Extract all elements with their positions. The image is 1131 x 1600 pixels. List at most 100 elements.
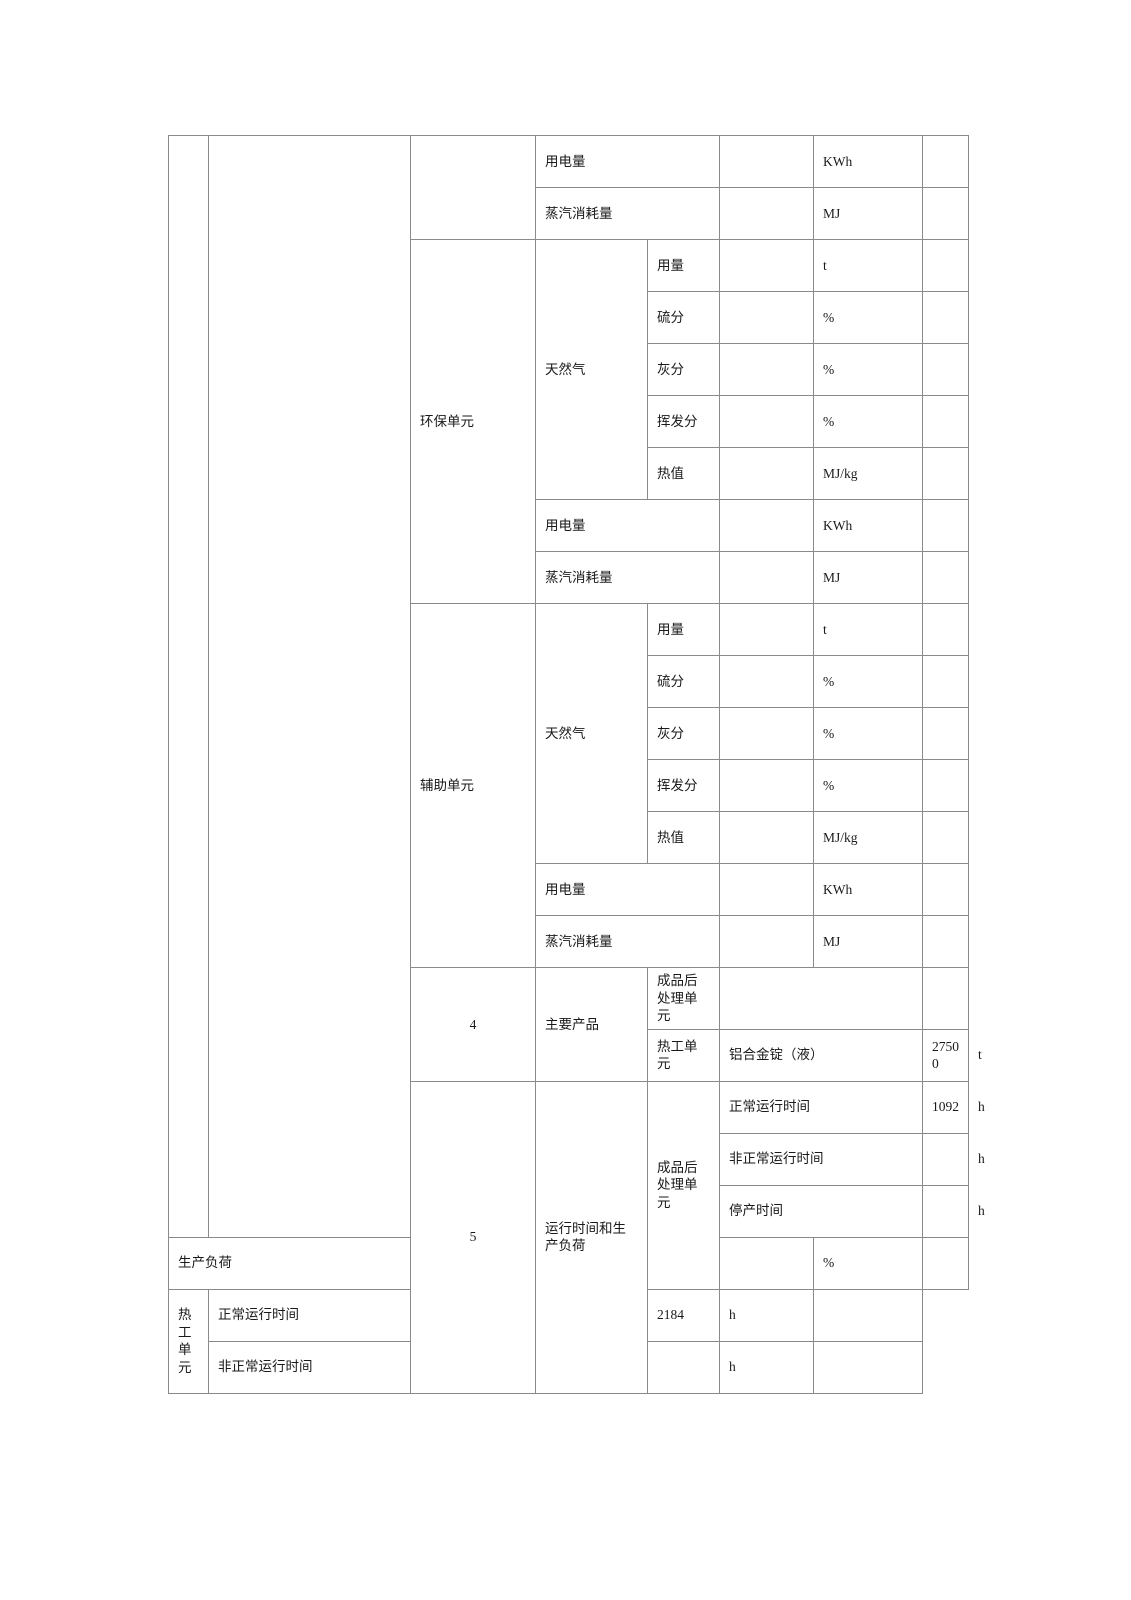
- cell-value-power-aux: [719, 863, 814, 916]
- cell-sub-ash-env: 灰分: [647, 343, 720, 396]
- cell-item-production-load-fp: 生产负荷: [168, 1236, 411, 1290]
- cell-remark-steam: [922, 187, 969, 240]
- cell-unit-finished-product: 成品后处理单元: [647, 967, 720, 1030]
- cell-value-calorific-env: [719, 447, 814, 500]
- cell-sub-sulfur-env: 硫分: [647, 291, 720, 344]
- cell-unit-label-power: KWh: [813, 135, 923, 188]
- cell-remark-usage-env: [922, 239, 969, 292]
- cell-unit-sulfur-env: %: [813, 291, 923, 344]
- cell-item-normal-runtime-th: 正常运行时间: [208, 1288, 536, 1342]
- cell-unit-usage-env: t: [813, 239, 923, 292]
- table-row: 热值 MJ/kg: [169, 811, 969, 864]
- table-row: 用电量 KWh: [169, 863, 969, 916]
- cell-unit-normal-runtime-th: h: [719, 1288, 814, 1342]
- table-row: 硫分 %: [169, 291, 969, 344]
- cell-unit-ash-aux: %: [813, 707, 923, 760]
- cell-unit-steam-aux: MJ: [813, 915, 923, 968]
- cell-value-calorific-aux: [719, 811, 814, 864]
- cell-remark-calorific-env: [922, 447, 969, 500]
- cell-fuel-natural-gas-aux: 天然气: [535, 603, 648, 864]
- cell-remark-calorific-aux: [922, 811, 969, 864]
- cell-index-continued: [168, 135, 209, 1238]
- cell-item-power: 用电量: [535, 135, 720, 188]
- cell-unit-finished-product-ot: 成品后处理单元: [647, 1080, 720, 1290]
- cell-sub-ash-aux: 灰分: [647, 707, 720, 760]
- cell-remark-power-aux: [922, 863, 969, 916]
- cell-remark-volatile-aux: [922, 759, 969, 812]
- cell-item-power-aux: 用电量: [535, 863, 720, 916]
- cell-sub-calorific-env: 热值: [647, 447, 720, 500]
- cell-remark-volatile-env: [922, 395, 969, 448]
- cell-remark-steam-aux: [922, 915, 969, 968]
- cell-item-abnormal-runtime-th: 非正常运行时间: [208, 1340, 536, 1394]
- cell-value-abnormal-runtime-fp: [922, 1132, 969, 1186]
- table-row: 辅助单元 天然气 用量 t: [169, 603, 969, 968]
- table-row: 4 主要产品 成品后处理单元: [169, 967, 969, 1082]
- table-row: 热工单元 正常运行时间 2184 h: [168, 1288, 969, 1394]
- cell-remark-usage-aux: [922, 603, 969, 656]
- cell-item-abnormal-runtime-fp: 非正常运行时间: [719, 1132, 923, 1186]
- cell-unit-calorific-env: MJ/kg: [813, 447, 923, 500]
- cell-value-finished-product: [922, 967, 969, 1030]
- cell-category-continued: [208, 135, 411, 1238]
- cell-value-usage-aux: [719, 603, 814, 656]
- cell-category-operating-time: 运行时间和生产负荷: [535, 1080, 648, 1394]
- cell-item-steam-env: 蒸汽消耗量: [535, 551, 720, 604]
- cell-value-volatile-aux: [719, 759, 814, 812]
- cell-value-aluminum-ingot: 27500: [922, 1028, 969, 1082]
- cell-remark-abnormal-runtime-th: [813, 1340, 923, 1394]
- cell-item-aluminum-ingot: 铝合金锭（液）: [719, 1028, 923, 1082]
- cell-unit-abnormal-runtime-th: h: [719, 1340, 814, 1394]
- cell-value-power: [719, 135, 814, 188]
- table-row: 环保单元 天然气 用量 t: [169, 239, 969, 604]
- cell-unit-usage-aux: t: [813, 603, 923, 656]
- table-row: 蒸汽消耗量 MJ: [169, 915, 969, 968]
- cell-item-finished-product: [719, 967, 923, 1030]
- cell-value-power-env: [719, 499, 814, 552]
- cell-value-shutdown-time-fp: [922, 1184, 969, 1238]
- table-row: 用电量 KWh: [168, 135, 969, 1238]
- cell-unit-sulfur-aux: %: [813, 655, 923, 708]
- table-row: 生产负荷 %: [168, 1236, 969, 1290]
- cell-item-power-env: 用电量: [535, 499, 720, 552]
- cell-unit-environmental: 环保单元: [410, 239, 536, 604]
- cell-sub-usage-aux: 用量: [647, 603, 720, 656]
- cell-value-production-load-fp: [719, 1236, 814, 1290]
- cell-sub-volatile-aux: 挥发分: [647, 759, 720, 812]
- cell-unit-auxiliary: 辅助单元: [410, 603, 536, 968]
- cell-item-normal-runtime-fp: 正常运行时间: [719, 1080, 923, 1134]
- table-row: 非正常运行时间 h: [169, 1340, 969, 1394]
- cell-item-shutdown-time-fp: 停产时间: [719, 1184, 923, 1238]
- cell-unit-volatile-aux: %: [813, 759, 923, 812]
- data-table-container: 用电量 KWh 蒸汽消耗量 MJ 环保单元 天然气 用量: [168, 135, 985, 1394]
- cell-value-normal-runtime-th: 2184: [647, 1288, 720, 1342]
- cell-value-normal-runtime-fp: 1092: [922, 1080, 969, 1134]
- cell-remark-steam-env: [922, 551, 969, 604]
- cell-unit-power-env: KWh: [813, 499, 923, 552]
- cell-unit-thermal: 热工单元: [647, 1028, 720, 1082]
- table-row: 蒸汽消耗量 MJ: [169, 551, 969, 604]
- cell-category-main-products: 主要产品: [535, 967, 648, 1082]
- cell-unit-calorific-aux: MJ/kg: [813, 811, 923, 864]
- cell-sub-sulfur-aux: 硫分: [647, 655, 720, 708]
- table-row: 灰分 %: [169, 707, 969, 760]
- cell-unit-ash-env: %: [813, 343, 923, 396]
- cell-value-ash-env: [719, 343, 814, 396]
- production-data-table: 用电量 KWh 蒸汽消耗量 MJ 环保单元 天然气 用量: [168, 135, 985, 1394]
- cell-value-usage-env: [719, 239, 814, 292]
- cell-remark-power: [922, 135, 969, 188]
- table-row: 用电量 KWh: [169, 499, 969, 552]
- cell-value-steam-aux: [719, 915, 814, 968]
- cell-unit-power-aux: KWh: [813, 863, 923, 916]
- cell-sub-calorific-aux: 热值: [647, 811, 720, 864]
- cell-sub-volatile-env: 挥发分: [647, 395, 720, 448]
- cell-value-sulfur-env: [719, 291, 814, 344]
- cell-fuel-natural-gas-env: 天然气: [535, 239, 648, 500]
- cell-index-4: 4: [410, 967, 536, 1082]
- cell-value-volatile-env: [719, 395, 814, 448]
- cell-value-abnormal-runtime-th: [647, 1340, 720, 1394]
- cell-unit-steam-env: MJ: [813, 551, 923, 604]
- cell-value-sulfur-aux: [719, 655, 814, 708]
- cell-sub-usage-env: 用量: [647, 239, 720, 292]
